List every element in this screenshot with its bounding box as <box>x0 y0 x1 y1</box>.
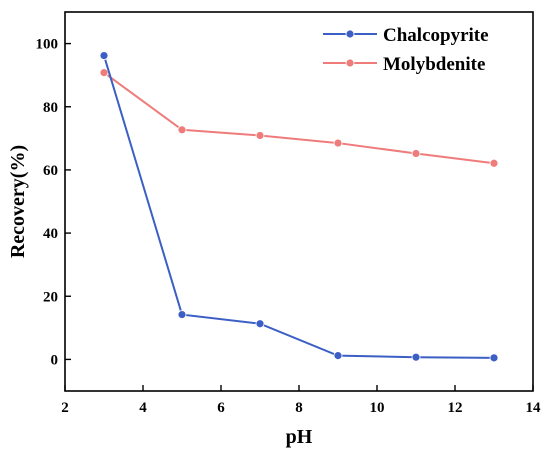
legend-label-chalcopyrite: Chalcopyrite <box>383 25 489 46</box>
x-axis-title: pH <box>286 426 313 448</box>
legend-marker-molybdenite <box>345 58 355 68</box>
y-tick-label: 40 <box>43 226 58 242</box>
series-layer <box>99 51 499 363</box>
chalcopyrite-point <box>333 351 343 361</box>
y-tick-label: 20 <box>43 289 58 305</box>
x-tick-label: 6 <box>217 400 225 416</box>
y-axis-title: Recovery(%) <box>7 145 29 258</box>
x-tick-label: 12 <box>448 400 463 416</box>
molybdenite-point <box>333 138 343 148</box>
y-tick-label: 0 <box>51 352 59 368</box>
x-tick-label: 14 <box>526 400 542 416</box>
y-tick-label: 80 <box>43 100 58 116</box>
molybdenite-point <box>99 68 109 78</box>
chalcopyrite-point <box>489 353 499 363</box>
y-tick-label: 100 <box>36 37 59 53</box>
x-tick-label: 10 <box>370 400 385 416</box>
chalcopyrite-point <box>411 352 421 362</box>
molybdenite-point <box>177 125 187 135</box>
legend: Chalcopyrite Molybdenite <box>323 25 489 75</box>
axes: 2 4 6 8 10 12 14 0 20 40 60 80 100 <box>36 11 542 416</box>
y-tick-label: 60 <box>43 163 58 179</box>
legend-marker-chalcopyrite <box>345 29 355 39</box>
x-tick-label: 4 <box>139 400 147 416</box>
molybdenite-point <box>255 131 265 140</box>
chalcopyrite-line <box>103 55 495 359</box>
chalcopyrite-point <box>177 310 187 319</box>
chalcopyrite-point <box>255 319 265 329</box>
molybdenite-line <box>103 71 495 165</box>
legend-label-molybdenite: Molybdenite <box>383 54 485 75</box>
x-tick-label: 8 <box>295 400 303 416</box>
x-tick-label: 2 <box>61 400 69 416</box>
chalcopyrite-point <box>99 51 109 60</box>
molybdenite-point <box>489 158 499 168</box>
molybdenite-point <box>411 149 421 158</box>
